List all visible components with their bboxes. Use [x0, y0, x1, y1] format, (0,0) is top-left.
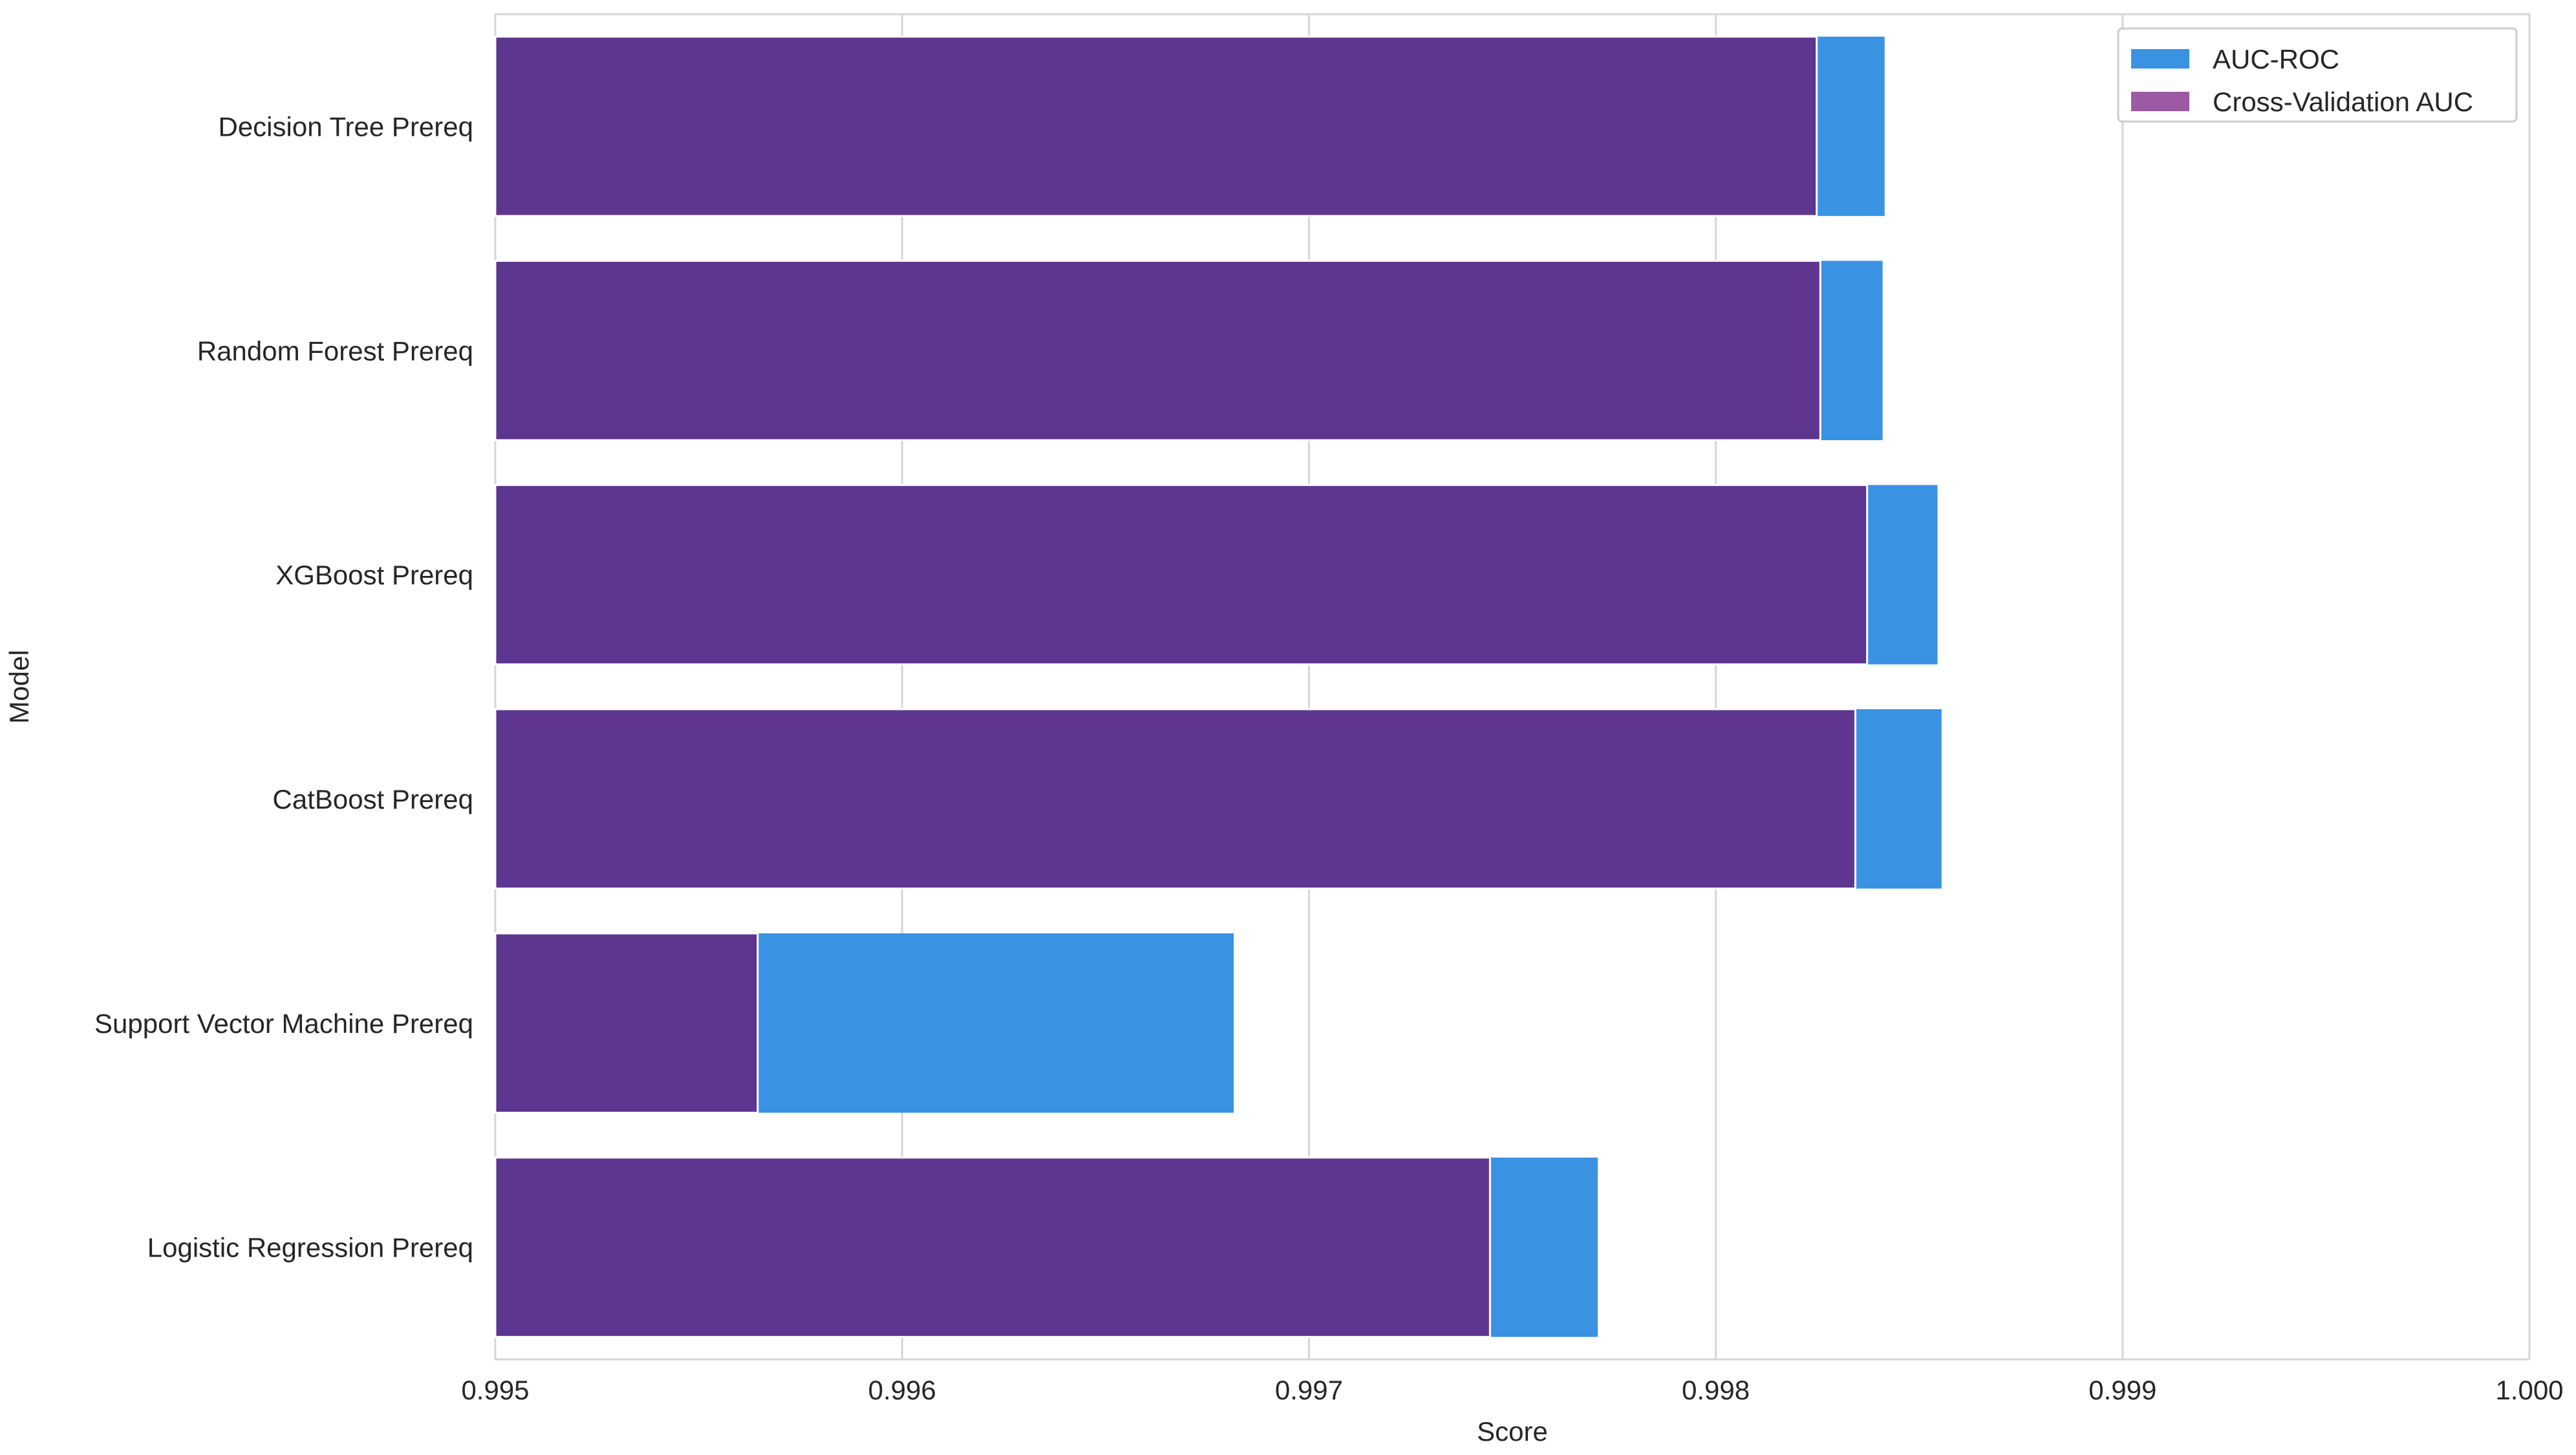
y-tick-labels: Decision Tree Prereq Random Forest Prereq…	[94, 111, 473, 1262]
legend-swatch-auc-roc	[2131, 49, 2189, 69]
x-tick-label: 1.000	[2495, 1375, 2563, 1405]
bars	[494, 36, 1942, 1338]
bar-cross-validation-auc-logistic-regression-prereq	[494, 1156, 1491, 1338]
x-tick-label: 0.995	[461, 1375, 529, 1405]
legend-label-auc-roc: AUC-ROC	[2213, 44, 2339, 74]
y-tick-label: XGBoost Prereq	[275, 560, 473, 590]
bar-cross-validation-auc-xgboost-prereq	[494, 483, 1869, 666]
bar-cross-validation-auc-decision-tree-prereq	[494, 36, 1818, 217]
y-tick-label: Support Vector Machine Prereq	[94, 1008, 473, 1039]
x-tick-label: 0.997	[1275, 1375, 1343, 1405]
plot-frame	[494, 13, 2531, 1361]
y-tick-label: Random Forest Prereq	[197, 335, 473, 366]
legend: AUC-ROC Cross-Validation AUC	[2117, 27, 2518, 123]
x-tick-label: 0.999	[2088, 1375, 2156, 1405]
y-axis-label: Model	[4, 650, 34, 723]
bar-cross-validation-auc-catboost-prereq	[494, 708, 1856, 890]
y-tick-label: Logistic Regression Prereq	[147, 1233, 473, 1263]
legend-swatch-cross-validation-auc	[2131, 92, 2189, 111]
bar-cross-validation-auc-random-forest-prereq	[494, 260, 1821, 441]
x-axis-label: Score	[1477, 1416, 1548, 1447]
x-tick-label: 0.996	[868, 1375, 936, 1405]
x-tick-label: 0.998	[1682, 1375, 1750, 1405]
x-tick-labels: 0.995 0.996 0.997 0.998 0.999 1.000	[461, 1375, 2563, 1405]
bar-cross-validation-auc-support-vector-machine-prereq	[494, 932, 759, 1114]
legend-box	[2117, 27, 2518, 123]
legend-label-cross-validation-auc: Cross-Validation AUC	[2213, 87, 2473, 117]
y-tick-label: Decision Tree Prereq	[218, 111, 473, 142]
y-tick-label: CatBoost Prereq	[273, 784, 474, 814]
